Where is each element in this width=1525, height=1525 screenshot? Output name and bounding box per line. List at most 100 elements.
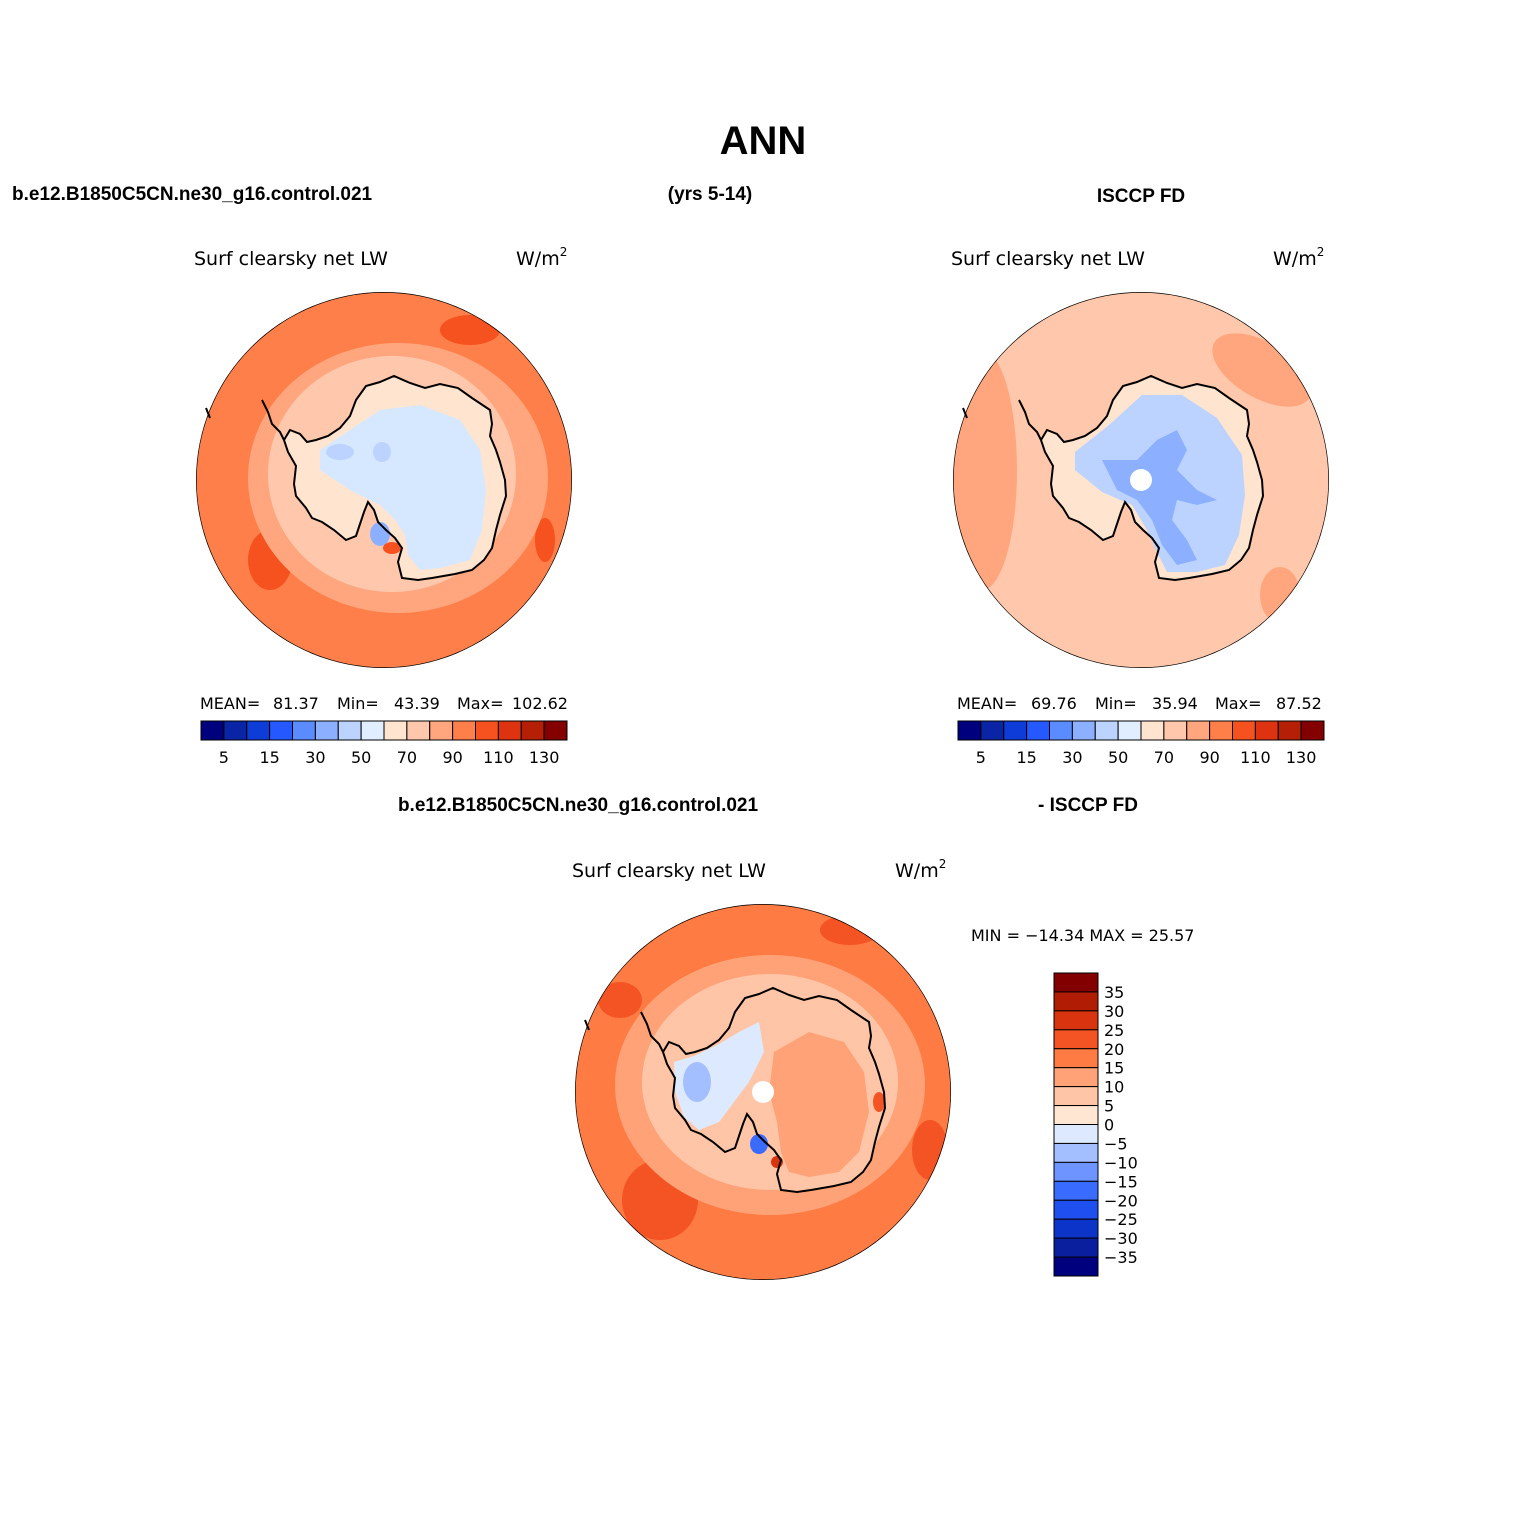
colorbar-tick-label: −10 — [1104, 1153, 1138, 1172]
colorbar-box — [1053, 1067, 1099, 1088]
map-title: Surf clearsky net LW — [572, 860, 766, 882]
colorbar-tick-label: 15 — [259, 748, 279, 767]
colorbar-box — [1003, 720, 1028, 741]
colorbar-box — [980, 720, 1005, 741]
colorbar-box — [1049, 720, 1073, 741]
colorbar-tick-label: −20 — [1104, 1191, 1138, 1210]
ice-interior — [320, 405, 486, 570]
polar-map-diff — [575, 904, 951, 1280]
colorbar-tick-label: 25 — [1104, 1021, 1124, 1040]
years-label: (yrs 5-14) — [668, 184, 753, 205]
mean-label: MEAN= — [200, 694, 260, 713]
colorbar-box — [1053, 1256, 1099, 1277]
max-value: 87.52 — [1276, 694, 1322, 713]
min-label: Min= — [1095, 694, 1137, 713]
colorbar-tick-label: 130 — [1286, 748, 1317, 767]
warm-band — [820, 915, 880, 945]
colorbar-box — [1300, 720, 1325, 741]
ice-blue-patch — [370, 522, 390, 546]
colorbar-horizontal-obs — [957, 720, 1325, 741]
warm-band — [598, 982, 642, 1018]
bottom-diff-label: - ISCCP FD — [1038, 795, 1138, 816]
warm-spot — [873, 1092, 885, 1112]
mid-band — [953, 350, 1017, 590]
ice-blue-patch — [326, 444, 354, 460]
cool-patch — [683, 1062, 711, 1102]
map-units: W/m2 — [895, 857, 946, 882]
colorbar-tick-label: 5 — [976, 748, 986, 767]
colorbar-ticks-obs: 5 15 30 50 70 90 110 130 — [976, 748, 1317, 767]
ice-deep — [1102, 430, 1217, 565]
colorbar-tick-label: 70 — [1154, 748, 1174, 767]
colorbar-box — [1232, 720, 1256, 741]
colorbar-box — [429, 720, 454, 741]
colorbar-box — [1163, 720, 1188, 741]
colorbar-tick-label: 30 — [305, 748, 325, 767]
colorbar-tick-label: 0 — [1104, 1116, 1114, 1135]
colorbar-box — [1053, 1237, 1099, 1258]
stats-line: MEAN= 69.76 Min= 35.94 Max= 87.52 — [957, 694, 1322, 713]
cool-region — [674, 1022, 764, 1130]
mean-value: 81.37 — [273, 694, 319, 713]
cool-patch — [750, 1134, 768, 1154]
colorbar-tick-label: 70 — [397, 748, 417, 767]
colorbar-box — [1277, 720, 1302, 741]
colorbar-tick-label: −30 — [1104, 1229, 1138, 1248]
colorbar-tick-label: 110 — [483, 748, 514, 767]
colorbar-vertical-diff — [1053, 972, 1099, 1277]
colorbar-box — [475, 720, 499, 741]
colorbar-box — [1053, 991, 1099, 1012]
map-title: Surf clearsky net LW — [194, 248, 388, 270]
colorbar-box — [1140, 720, 1165, 741]
colorbar-box — [200, 720, 225, 741]
colorbar-tick-label: 30 — [1062, 748, 1082, 767]
map-title: Surf clearsky net LW — [951, 248, 1145, 270]
colorbar-box — [1053, 1218, 1099, 1239]
colorbar-tick-label: 50 — [1108, 748, 1128, 767]
max-value: 102.62 — [512, 694, 568, 713]
polar-map-obs — [953, 292, 1329, 668]
colorbar-tick-label: 30 — [1104, 1002, 1124, 1021]
colorbar-tick-label: 50 — [351, 748, 371, 767]
colorbar-box — [1026, 720, 1050, 741]
colorbar-box — [1053, 1142, 1099, 1163]
colorbar-box — [406, 720, 431, 741]
map-panel-diff: Surf clearsky net LW W/m2 MIN = −14.34 M… — [572, 857, 1194, 1280]
colorbar-box — [1053, 1180, 1099, 1201]
colorbar-box — [1053, 1124, 1099, 1144]
colorbar-tick-label: 5 — [219, 748, 229, 767]
warm-spot — [383, 542, 401, 554]
colorbar-tick-label: 110 — [1240, 748, 1271, 767]
colorbar-box — [246, 720, 271, 741]
colorbar-box — [497, 720, 522, 741]
colorbar-tick-label: −15 — [1104, 1172, 1138, 1191]
colorbar-box — [1209, 720, 1233, 741]
colorbar-box — [1053, 1010, 1099, 1031]
stats-line: MEAN= 81.37 Min= 43.39 Max= 102.62 — [200, 694, 568, 713]
colorbar-box — [1053, 1048, 1099, 1069]
map-panel-model: Surf clearsky net LW W/m2 MEAN= 81.37 Mi… — [194, 245, 572, 767]
map-units: W/m2 — [1273, 245, 1324, 270]
warm-band — [440, 315, 500, 345]
colorbar-box — [1053, 1161, 1099, 1182]
colorbar-box — [223, 720, 248, 741]
colorbar-tick-label: 90 — [442, 748, 462, 767]
warm-band — [535, 518, 555, 562]
map-panel-obs: Surf clearsky net LW W/m2 MEAN= 69.76 Mi… — [951, 245, 1329, 767]
max-label: Max= — [457, 694, 503, 713]
colorbar-tick-label: 15 — [1016, 748, 1036, 767]
colorbar-tick-label: 130 — [529, 748, 560, 767]
pole-hole — [752, 1081, 774, 1103]
colorbar-box — [1053, 1029, 1099, 1050]
diff-minmax: MIN = −14.34 MAX = 25.57 — [971, 926, 1194, 945]
warm-interior — [769, 1032, 869, 1177]
ice-blue-patch — [373, 442, 391, 462]
colorbar-tick-label: 90 — [1199, 748, 1219, 767]
map-units: W/m2 — [516, 245, 567, 270]
colorbar-box — [383, 720, 408, 741]
warm-band — [912, 1120, 948, 1180]
min-label: Min= — [337, 694, 379, 713]
mid-band — [1212, 333, 1312, 407]
colorbar-tick-label: 10 — [1104, 1078, 1124, 1097]
colorbar-tick-label: −5 — [1104, 1134, 1128, 1153]
